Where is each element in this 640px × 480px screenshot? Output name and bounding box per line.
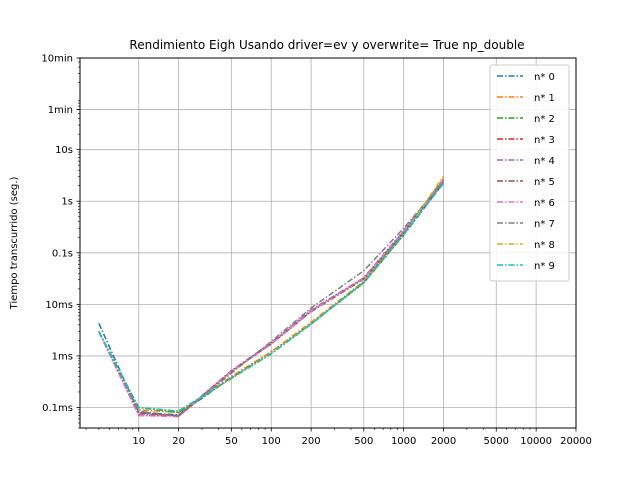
- axis-ticks: 10 20 50 100 200 500 1000 2000 5000 10000 20000 0.1…: [41, 54, 592, 448]
- legend-label-n0: n* 0: [534, 72, 555, 83]
- x-tick-label: 2000: [431, 436, 456, 447]
- chart-title: Rendimiento Eigh Usando driver=ev y over…: [129, 38, 524, 52]
- legend-label-n2: n* 2: [534, 114, 555, 125]
- y-tick-label: 10ms: [45, 300, 73, 311]
- y-tick-label: 10min: [41, 54, 73, 65]
- series-line-n1: [98, 177, 445, 414]
- x-tick-label: 1000: [391, 436, 416, 447]
- legend: n* 0 n* 1 n* 2 n* 3 n* 4 n* 5 n* 6 n* 7 n* 8 n* 9: [489, 64, 570, 282]
- y-tick-label: 1s: [61, 197, 73, 208]
- legend-label-n3: n* 3: [534, 135, 555, 146]
- y-tick-label: 0.1ms: [42, 403, 73, 414]
- x-tick-label: 20: [172, 436, 185, 447]
- series-line-n9: [98, 183, 445, 412]
- legend-label-n5: n* 5: [534, 177, 555, 188]
- series-line-n6: [98, 180, 445, 418]
- series-line-n5: [98, 181, 445, 417]
- legend-label-n4: n* 4: [534, 156, 555, 167]
- legend-label-n7: n* 7: [534, 219, 555, 230]
- y-tick-label: 0.1s: [52, 248, 73, 259]
- x-tick-label: 10: [132, 436, 145, 447]
- series-line-n7: [98, 181, 445, 417]
- legend-label-n6: n* 6: [534, 198, 555, 209]
- y-tick-label: 1min: [48, 105, 73, 116]
- y-tick-label: 10s: [55, 145, 73, 156]
- x-tick-label: 500: [354, 436, 373, 447]
- series-group: [98, 175, 445, 418]
- x-tick-label: 200: [302, 436, 321, 447]
- x-tick-label: 20000: [560, 436, 592, 447]
- plot-area: [79, 57, 577, 429]
- legend-label-n9: n* 9: [534, 261, 555, 272]
- x-tick-label: 100: [262, 436, 281, 447]
- x-tick-label: 10000: [520, 436, 552, 447]
- x-tick-label: 5000: [484, 436, 509, 447]
- legend-label-n1: n* 1: [534, 93, 555, 104]
- y-tick-label: 1ms: [52, 351, 73, 362]
- legend-label-n8: n* 8: [534, 240, 555, 251]
- x-tick-label: 50: [225, 436, 238, 447]
- legend-box: [489, 64, 570, 282]
- y-axis-label: Tiempo transcurrido (seg.): [9, 176, 20, 310]
